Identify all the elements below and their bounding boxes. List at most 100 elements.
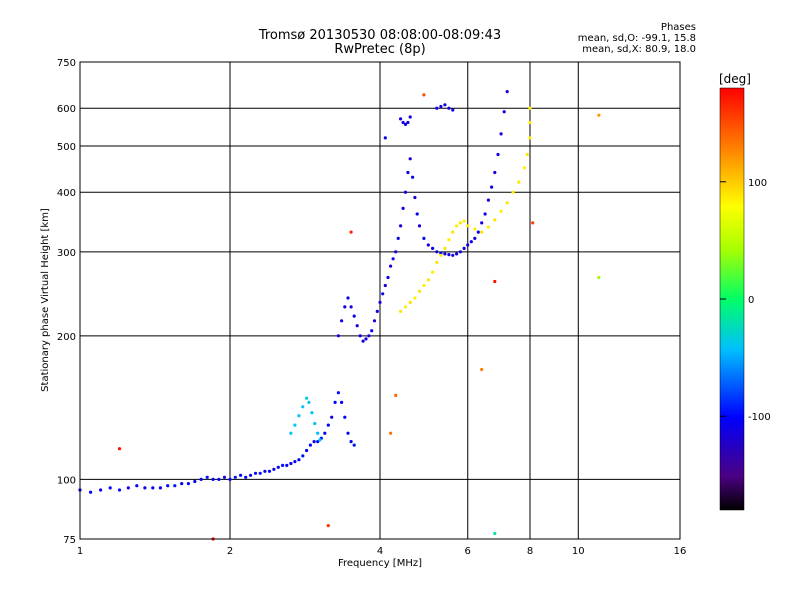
data-point xyxy=(408,157,412,161)
data-point xyxy=(466,243,470,247)
data-point xyxy=(383,283,387,288)
data-point xyxy=(340,400,344,404)
data-point xyxy=(289,431,293,435)
data-point xyxy=(473,227,477,231)
data-point xyxy=(308,443,312,447)
data-point xyxy=(108,486,112,490)
data-point xyxy=(511,190,515,194)
data-point xyxy=(417,289,422,293)
data-point xyxy=(528,106,532,110)
data-point xyxy=(597,113,601,117)
data-point xyxy=(297,458,301,462)
data-point xyxy=(346,431,350,435)
data-point xyxy=(439,104,443,109)
data-point xyxy=(258,471,262,475)
data-point xyxy=(239,473,243,477)
colorbar-tick-label: 100 xyxy=(748,178,767,189)
data-point xyxy=(473,236,477,240)
data-point xyxy=(326,423,330,427)
data-point xyxy=(435,260,439,264)
data-point xyxy=(336,334,340,338)
data-point xyxy=(126,486,130,490)
data-point xyxy=(451,108,455,112)
data-point xyxy=(244,475,248,479)
data-point xyxy=(399,309,403,313)
data-point xyxy=(505,201,509,205)
data-point xyxy=(310,411,314,415)
data-point xyxy=(413,296,417,300)
data-point xyxy=(493,531,497,536)
data-point xyxy=(401,120,405,125)
data-point xyxy=(389,431,393,435)
data-point xyxy=(455,252,459,256)
y-tick-label: 75 xyxy=(63,535,76,546)
data-point xyxy=(435,250,439,254)
data-point xyxy=(466,224,470,228)
data-point xyxy=(293,460,297,464)
y-tick-label: 750 xyxy=(57,58,76,69)
data-point xyxy=(143,486,147,490)
data-point xyxy=(403,305,408,309)
colorbar-ticks: 100 0 -100 xyxy=(720,178,771,423)
data-point xyxy=(349,305,353,309)
data-point xyxy=(401,206,405,210)
data-point xyxy=(343,415,347,419)
data-point xyxy=(336,391,340,395)
data-point xyxy=(490,185,494,189)
data-point xyxy=(403,122,408,126)
data-point xyxy=(323,431,327,435)
data-point xyxy=(415,212,419,216)
data-point xyxy=(301,454,305,458)
data-points xyxy=(78,90,601,541)
x-tick-label: 16 xyxy=(674,546,687,557)
y-tick-label: 200 xyxy=(57,332,76,343)
y-axis-title: Stationary phase Virtual Height [km] xyxy=(40,208,51,392)
data-point xyxy=(305,448,309,453)
x-tick-label: 4 xyxy=(377,546,383,557)
data-point xyxy=(340,319,344,323)
data-point xyxy=(343,305,347,309)
data-point xyxy=(411,175,415,179)
data-point xyxy=(483,212,487,216)
data-point xyxy=(439,253,443,257)
data-point xyxy=(469,240,473,244)
data-point xyxy=(443,246,447,250)
data-point xyxy=(222,475,227,479)
data-point xyxy=(525,152,529,157)
data-point xyxy=(426,243,430,247)
data-point xyxy=(186,482,190,486)
x-tick-label: 10 xyxy=(572,546,585,557)
data-point xyxy=(228,477,232,481)
data-point xyxy=(272,467,276,471)
data-point xyxy=(447,106,451,110)
data-point xyxy=(313,421,317,426)
data-point xyxy=(217,477,221,481)
data-point xyxy=(528,136,532,140)
data-point xyxy=(462,219,466,223)
data-point xyxy=(318,438,322,442)
data-point xyxy=(505,90,509,94)
data-point xyxy=(486,198,490,202)
data-point xyxy=(422,93,426,97)
data-point xyxy=(431,270,435,274)
data-point xyxy=(349,440,353,444)
data-point xyxy=(443,252,447,256)
data-point xyxy=(451,230,455,234)
data-point xyxy=(486,225,490,229)
data-point xyxy=(391,257,395,261)
data-point xyxy=(597,275,601,280)
data-point xyxy=(408,115,412,119)
data-point xyxy=(267,469,272,473)
data-point xyxy=(316,431,320,435)
data-point xyxy=(151,486,155,490)
data-point xyxy=(493,218,497,222)
data-point xyxy=(199,477,203,481)
data-point xyxy=(361,339,365,343)
x-axis-title: Frequency [MHz] xyxy=(338,558,422,569)
data-point xyxy=(408,300,412,304)
data-point xyxy=(370,329,374,333)
y-tick-label: 100 xyxy=(57,475,76,486)
data-point xyxy=(211,477,215,481)
data-point xyxy=(496,152,500,157)
